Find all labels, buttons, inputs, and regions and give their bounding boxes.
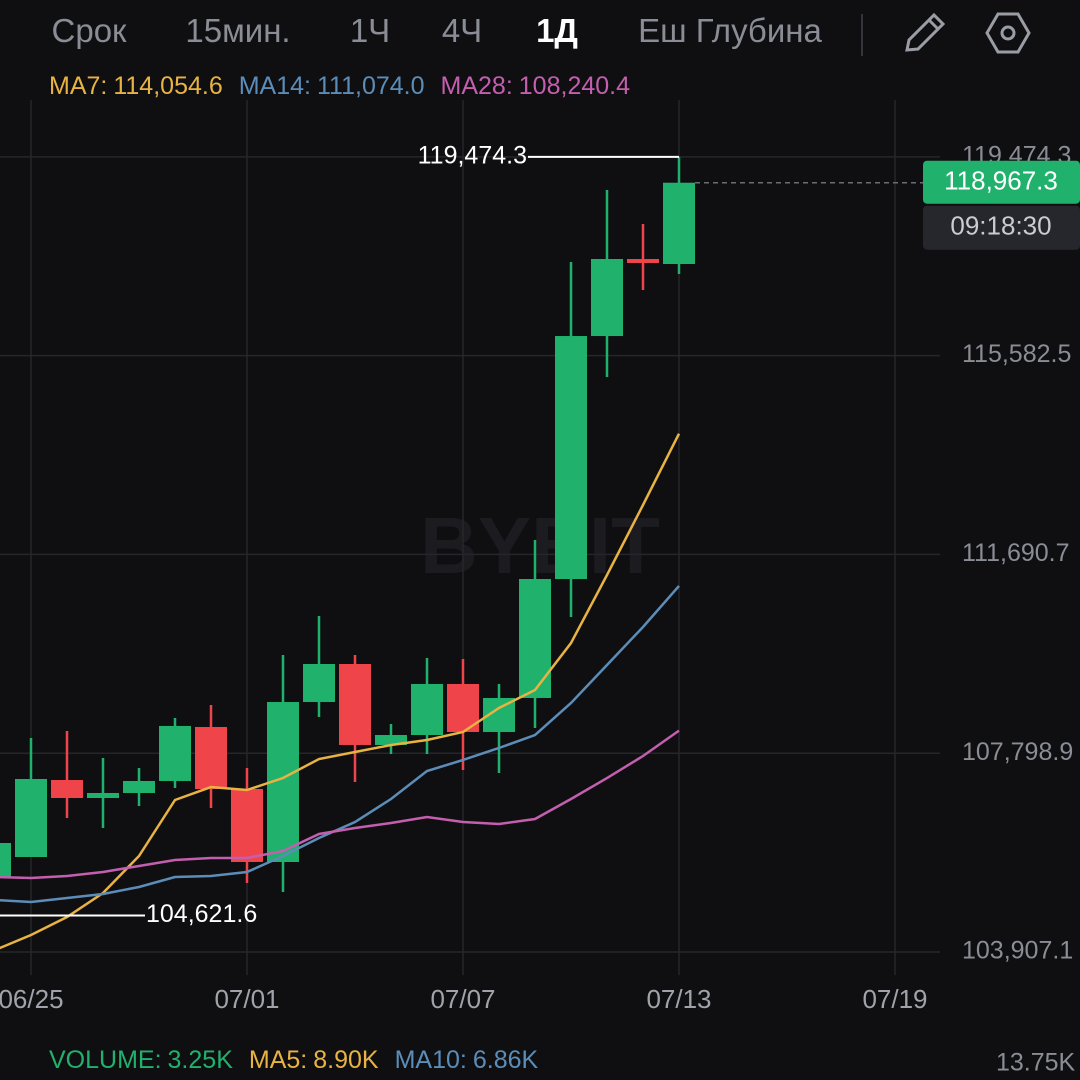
price-tag — [923, 160, 1080, 204]
volume-legend-value: 3.25K — [167, 1046, 233, 1074]
candle-body — [339, 664, 371, 745]
volume-axis-label: 13.75K — [996, 1049, 1076, 1077]
ma-line — [0, 729, 680, 880]
volume-legend: VOLUME: 3.25K MA5: 8.90K MA10: 6.86K — [49, 1046, 554, 1075]
x-tick-label: 07/13 — [646, 984, 711, 1014]
x-tick-label: 07/19 — [862, 984, 927, 1014]
candle-body — [591, 258, 623, 337]
low-label: 104,621.6 — [146, 900, 257, 928]
candle-body — [627, 258, 659, 263]
countdown-box — [923, 205, 1080, 250]
y-tick-label: 107,798.9 — [962, 738, 1073, 766]
y-tick-label: 111,690.7 — [962, 539, 1070, 567]
x-tick-label: 06/25 — [0, 984, 64, 1014]
candle-body — [123, 780, 155, 793]
volume-legend-name: VOLUME: — [49, 1046, 162, 1074]
countdown: 09:18:30 — [950, 211, 1051, 241]
timeframe-tab[interactable]: Срок — [51, 12, 127, 49]
volume-legend-name: MA5: — [248, 1046, 308, 1074]
candle-body — [87, 792, 119, 798]
timeframe-tab[interactable]: Еш Глубина — [638, 12, 822, 49]
candle-body — [51, 780, 83, 798]
timeframe-tab[interactable]: 15мин. — [185, 12, 291, 49]
candle-body — [195, 726, 227, 790]
legend-value: 108,240.4 — [518, 72, 630, 100]
legend-name: MA14: — [238, 72, 311, 100]
timeframe-tab[interactable]: 1Д — [536, 12, 578, 49]
legend-name: MA28: — [440, 72, 513, 100]
price-label: 118,967.3 — [944, 166, 1058, 196]
legend-value: 111,074.0 — [317, 72, 425, 100]
legend-name: MA7: — [49, 72, 108, 100]
edit-icon[interactable] — [905, 12, 946, 52]
watermark: BYBIT — [420, 501, 660, 590]
x-tick-label: 07/01 — [214, 984, 279, 1014]
candle-body — [159, 725, 191, 781]
y-tick-label: 115,582.5 — [962, 340, 1071, 368]
timeframe-tab[interactable]: 1Ч — [349, 12, 391, 49]
candle-body — [15, 778, 47, 857]
volume-legend-name: MA10: — [394, 1046, 467, 1074]
y-tick-label: 103,907.1 — [962, 937, 1073, 965]
ma-line — [0, 433, 681, 950]
candle-body — [411, 683, 443, 736]
settings-icon[interactable] — [985, 12, 1031, 54]
x-tick-label: 07/07 — [430, 984, 495, 1014]
volume-legend-value: 8.90K — [313, 1046, 379, 1074]
candle-body — [231, 789, 263, 863]
candle-body — [303, 664, 335, 703]
candle-body — [663, 182, 695, 265]
candle-body — [375, 735, 407, 745]
volume-legend-value: 6.86K — [472, 1046, 539, 1074]
candle-body — [555, 336, 587, 580]
candle-body — [0, 842, 11, 878]
high-label: 119,474.3 — [418, 141, 527, 169]
timeframe-tab[interactable]: 4Ч — [441, 12, 483, 49]
candle-body — [519, 579, 551, 698]
legend-value: 114,054.6 — [113, 72, 223, 100]
ma-legend: MA7: 114,054.6 MA14: 111,074.0 MA28: 108,240.… — [49, 72, 646, 101]
